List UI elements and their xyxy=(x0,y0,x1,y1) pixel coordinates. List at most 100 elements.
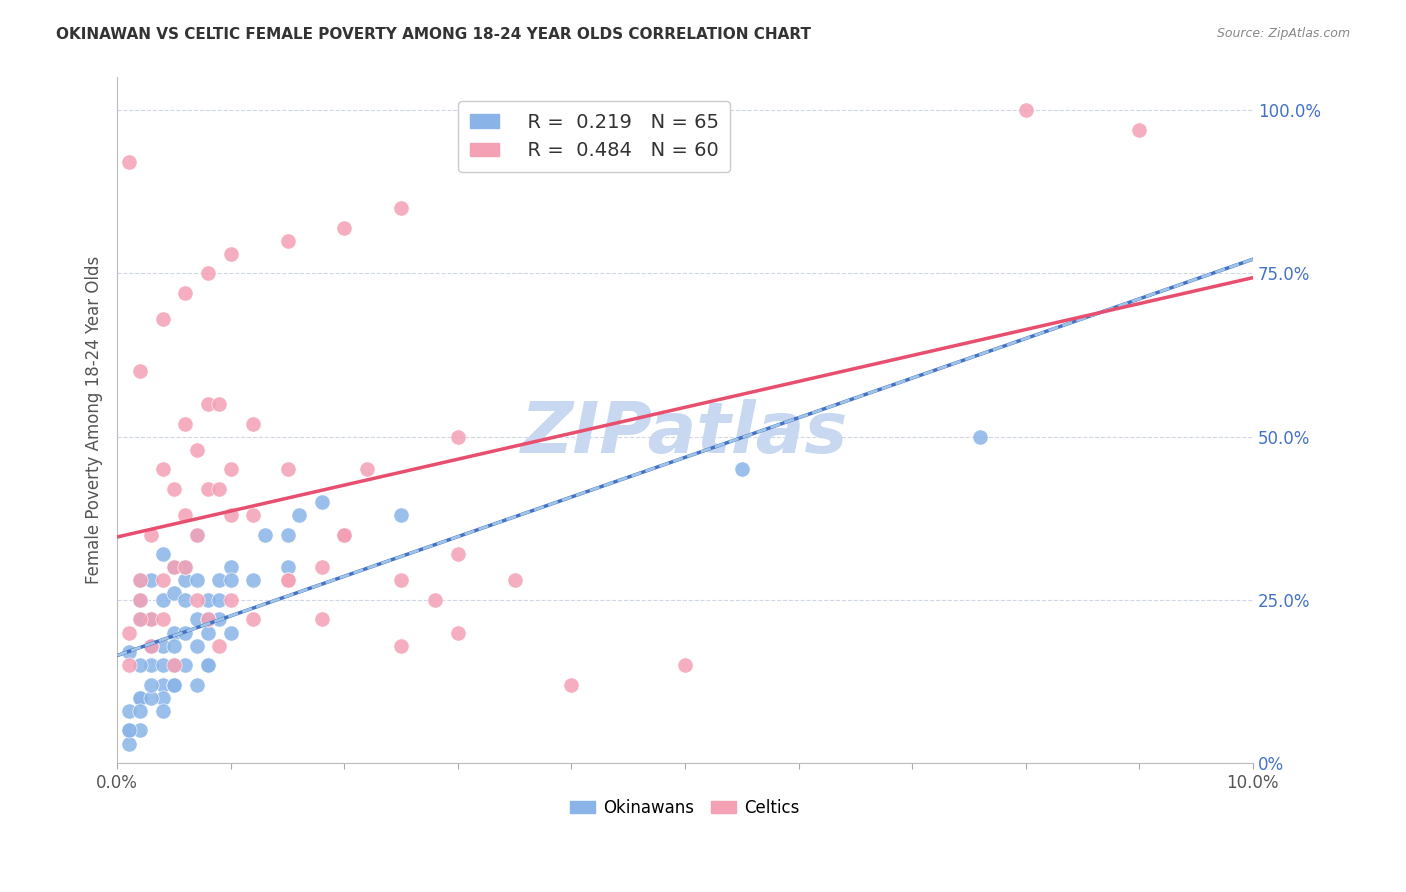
Point xyxy=(208,397,231,411)
Point xyxy=(163,482,186,496)
Point xyxy=(129,364,152,378)
Point xyxy=(163,639,186,653)
Point xyxy=(129,704,152,718)
Point xyxy=(186,527,208,541)
Point xyxy=(174,560,197,574)
Point xyxy=(242,508,264,522)
Legend: Okinawans, Celtics: Okinawans, Celtics xyxy=(564,792,807,823)
Point xyxy=(152,612,174,626)
Point xyxy=(197,397,219,411)
Point xyxy=(333,527,356,541)
Point xyxy=(117,723,139,738)
Point xyxy=(141,639,163,653)
Point xyxy=(242,574,264,588)
Point xyxy=(219,574,242,588)
Point xyxy=(288,508,311,522)
Point xyxy=(117,723,139,738)
Point xyxy=(117,737,139,751)
Point xyxy=(129,690,152,705)
Point xyxy=(163,658,186,673)
Point xyxy=(152,462,174,476)
Point xyxy=(152,690,174,705)
Point xyxy=(447,625,470,640)
Text: Source: ZipAtlas.com: Source: ZipAtlas.com xyxy=(1216,27,1350,40)
Point xyxy=(503,574,526,588)
Point xyxy=(447,429,470,443)
Point xyxy=(152,639,174,653)
Point xyxy=(242,417,264,431)
Point xyxy=(174,625,197,640)
Point xyxy=(152,658,174,673)
Point xyxy=(174,560,197,574)
Point xyxy=(186,442,208,457)
Point xyxy=(333,527,356,541)
Point xyxy=(673,658,696,673)
Point xyxy=(219,508,242,522)
Point xyxy=(425,592,447,607)
Point xyxy=(129,574,152,588)
Point xyxy=(174,508,197,522)
Point xyxy=(208,482,231,496)
Point xyxy=(129,612,152,626)
Point xyxy=(117,704,139,718)
Point xyxy=(163,625,186,640)
Point xyxy=(197,658,219,673)
Point xyxy=(129,723,152,738)
Text: OKINAWAN VS CELTIC FEMALE POVERTY AMONG 18-24 YEAR OLDS CORRELATION CHART: OKINAWAN VS CELTIC FEMALE POVERTY AMONG … xyxy=(56,27,811,42)
Point xyxy=(219,592,242,607)
Point xyxy=(356,462,378,476)
Point xyxy=(117,658,139,673)
Point xyxy=(117,645,139,659)
Point xyxy=(141,527,163,541)
Point xyxy=(197,482,219,496)
Point xyxy=(311,612,333,626)
Point xyxy=(208,612,231,626)
Point xyxy=(117,625,139,640)
Point xyxy=(141,574,163,588)
Point xyxy=(219,560,242,574)
Point xyxy=(277,527,299,541)
Point xyxy=(174,574,197,588)
Point xyxy=(389,574,412,588)
Point xyxy=(141,690,163,705)
Point xyxy=(152,704,174,718)
Point xyxy=(152,574,174,588)
Point xyxy=(197,625,219,640)
Point xyxy=(253,527,276,541)
Point xyxy=(163,586,186,600)
Point xyxy=(219,625,242,640)
Point xyxy=(141,639,163,653)
Point xyxy=(560,678,582,692)
Point xyxy=(219,462,242,476)
Point xyxy=(197,612,219,626)
Point xyxy=(242,612,264,626)
Point xyxy=(152,312,174,326)
Point xyxy=(186,612,208,626)
Point xyxy=(152,547,174,561)
Point xyxy=(311,495,333,509)
Point xyxy=(141,612,163,626)
Y-axis label: Female Poverty Among 18-24 Year Olds: Female Poverty Among 18-24 Year Olds xyxy=(86,256,103,584)
Point xyxy=(141,678,163,692)
Point xyxy=(163,678,186,692)
Point xyxy=(141,612,163,626)
Point xyxy=(117,155,139,169)
Point xyxy=(174,285,197,300)
Point xyxy=(163,560,186,574)
Point xyxy=(208,639,231,653)
Point xyxy=(129,612,152,626)
Point xyxy=(197,612,219,626)
Point xyxy=(731,462,754,476)
Point xyxy=(163,678,186,692)
Point xyxy=(152,678,174,692)
Point xyxy=(186,527,208,541)
Point xyxy=(174,592,197,607)
Point xyxy=(152,592,174,607)
Point xyxy=(174,417,197,431)
Point xyxy=(163,560,186,574)
Point xyxy=(129,574,152,588)
Point xyxy=(277,462,299,476)
Point xyxy=(186,639,208,653)
Point xyxy=(129,592,152,607)
Point xyxy=(333,220,356,235)
